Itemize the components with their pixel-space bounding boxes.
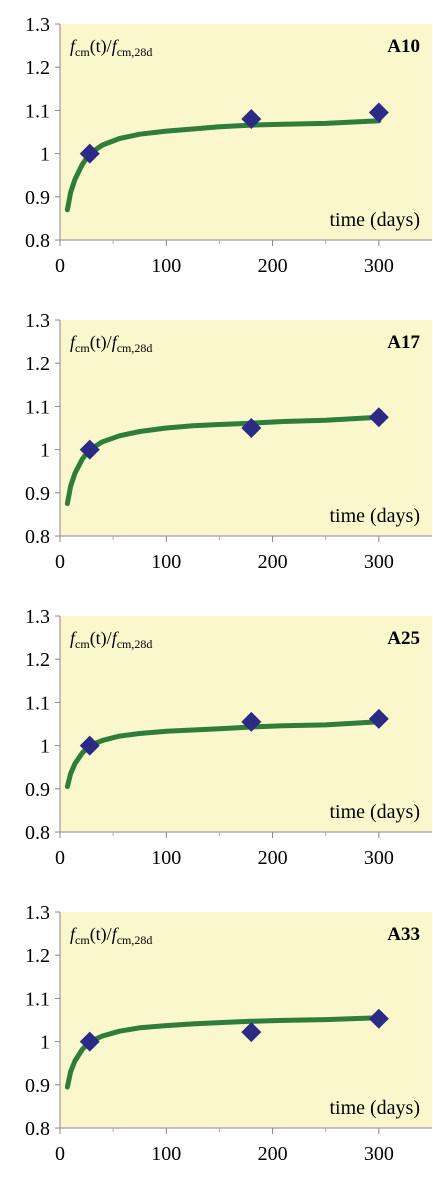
- x-axis-label: time (days): [329, 209, 420, 231]
- x-tick-label: 100: [151, 847, 181, 869]
- chart-title: A10: [387, 36, 420, 57]
- y-tick-label: 0.9: [25, 779, 50, 801]
- y-tick-label: 1.2: [25, 945, 50, 967]
- chart-panel-a25: 0.8 0.9 1 1.1 1.2 1.3 0 100 200 300 fcm(t)/fcm,28d…: [0, 592, 433, 882]
- y-axis-label-part: f: [70, 332, 78, 352]
- x-tick-label: 0: [55, 1143, 65, 1165]
- y-axis-label-part: cm: [75, 341, 90, 355]
- y-axis-label-part: cm,28d: [117, 933, 153, 947]
- y-tick-label: 0.8: [25, 822, 50, 844]
- x-tick-label: 100: [151, 255, 181, 277]
- y-axis-label-part: cm: [75, 637, 90, 651]
- y-tick-label: 1.1: [25, 988, 50, 1010]
- x-tick-label: 300: [364, 847, 394, 869]
- y-axis-label-part: (t)/: [90, 924, 112, 945]
- chart-title: A25: [387, 628, 420, 649]
- y-axis-label-part: cm: [75, 933, 90, 947]
- y-axis-label-part: f: [112, 36, 120, 56]
- x-tick-label: 100: [151, 1143, 181, 1165]
- y-axis-label-part: cm,28d: [117, 45, 153, 59]
- data-point-marker: [368, 102, 389, 123]
- x-tick-label: 300: [364, 255, 394, 277]
- x-tick-label: 300: [364, 551, 394, 573]
- y-axis-label-part: cm: [75, 45, 90, 59]
- y-tick-label: 1.3: [25, 310, 50, 332]
- y-axis-label: fcm(t)/fcm,28d: [70, 628, 152, 651]
- x-tick-label: 300: [364, 1143, 394, 1165]
- y-tick-label: 1.2: [25, 353, 50, 375]
- chart-panel-a33: 0.8 0.9 1 1.1 1.2 1.3 0 100 200 300 fcm(t)/fcm,28d…: [0, 888, 433, 1178]
- y-tick-label: 1.1: [25, 100, 50, 122]
- y-tick-label: 1: [40, 144, 50, 166]
- x-axis-label: time (days): [329, 1097, 420, 1119]
- y-axis-label-part: f: [70, 628, 78, 648]
- y-tick-label: 0.8: [25, 230, 50, 252]
- fit-curve: [64, 1015, 382, 1090]
- x-tick-label: 0: [55, 551, 65, 573]
- y-tick-label: 1.2: [25, 649, 50, 671]
- y-axis-label-part: cm,28d: [117, 637, 153, 651]
- x-tick-label: 0: [55, 255, 65, 277]
- x-tick-label: 200: [258, 255, 288, 277]
- y-tick-label: 0.9: [25, 483, 50, 505]
- y-tick-label: 1.3: [25, 902, 50, 924]
- data-point-marker: [241, 418, 262, 438]
- chart-panel-a17: 0.8 0.9 1 1.1 1.2 1.3 0 100 200 300 fcm(t)/fcm,28d…: [0, 296, 433, 586]
- y-tick-label: 1.3: [25, 14, 50, 36]
- x-tick-label: 0: [55, 847, 65, 869]
- x-axis-label: time (days): [329, 801, 420, 823]
- chart-svg: 0.80.911.11.21.30 100 200 300fcm(t)/fcm,28d…: [25, 14, 432, 277]
- data-point-marker: [79, 1031, 100, 1052]
- data-point-marker: [79, 439, 100, 460]
- y-axis-label-part: cm,28d: [117, 341, 153, 355]
- y-axis-label-part: f: [70, 36, 78, 56]
- fit-curve: [64, 719, 382, 790]
- y-tick-label: 1: [40, 736, 50, 758]
- y-axis-label: fcm(t)/fcm,28d: [70, 924, 152, 947]
- data-point-marker: [368, 407, 389, 428]
- chart-title: A33: [387, 924, 420, 945]
- y-axis-label: fcm(t)/fcm,28d: [70, 36, 152, 59]
- x-tick-label: 200: [258, 551, 288, 573]
- y-tick-label: 1.3: [25, 606, 50, 628]
- data-point-marker: [241, 109, 262, 130]
- data-point-marker: [368, 708, 389, 729]
- y-axis-label-part: f: [112, 628, 120, 648]
- plot-area: [60, 24, 432, 240]
- y-tick-label: 0.9: [25, 187, 50, 209]
- x-tick-label: 200: [258, 847, 288, 869]
- y-axis-label: fcm(t)/fcm,28d: [70, 332, 152, 355]
- y-axis-label-part: f: [112, 924, 120, 944]
- chart-svg: 0.80.911.11.21.30 100 200 300fcm(t)/fcm,28d…: [25, 902, 432, 1165]
- y-axis-label-part: f: [112, 332, 120, 352]
- data-point-marker: [368, 1008, 389, 1029]
- y-tick-label: 1: [40, 1032, 50, 1054]
- y-tick-label: 1: [40, 440, 50, 462]
- chart-svg: 0.80.911.11.21.30 100 200 300fcm(t)/fcm,28d…: [25, 310, 432, 573]
- y-tick-label: 1.1: [25, 396, 50, 418]
- fit-curve: [64, 118, 382, 213]
- data-point-marker: [79, 735, 100, 756]
- y-tick-label: 1.1: [25, 692, 50, 714]
- y-axis-label-part: (t)/: [90, 628, 112, 649]
- x-tick-label: 200: [258, 1143, 288, 1165]
- data-point-marker: [79, 143, 100, 164]
- x-tick-label: 100: [151, 551, 181, 573]
- y-axis-label-part: f: [70, 924, 78, 944]
- y-tick-label: 0.8: [25, 526, 50, 548]
- y-tick-label: 1.2: [25, 57, 50, 79]
- x-axis-label: time (days): [329, 505, 420, 527]
- fit-curve: [64, 414, 382, 507]
- y-axis-label-part: (t)/: [90, 36, 112, 57]
- y-axis-label-part: (t)/: [90, 332, 112, 353]
- chart-title: A17: [387, 332, 420, 353]
- chart-svg: 0.80.911.11.21.30 100 200 300fcm(t)/fcm,28d…: [25, 606, 432, 869]
- y-tick-label: 0.8: [25, 1118, 50, 1140]
- chart-panel-a10: 0.8 0.9 1 1.1 1.2 1.3 0 100 200 300 fcm(t)/fcm,28d…: [0, 0, 433, 290]
- data-point-marker: [241, 711, 262, 732]
- y-tick-label: 0.9: [25, 1075, 50, 1097]
